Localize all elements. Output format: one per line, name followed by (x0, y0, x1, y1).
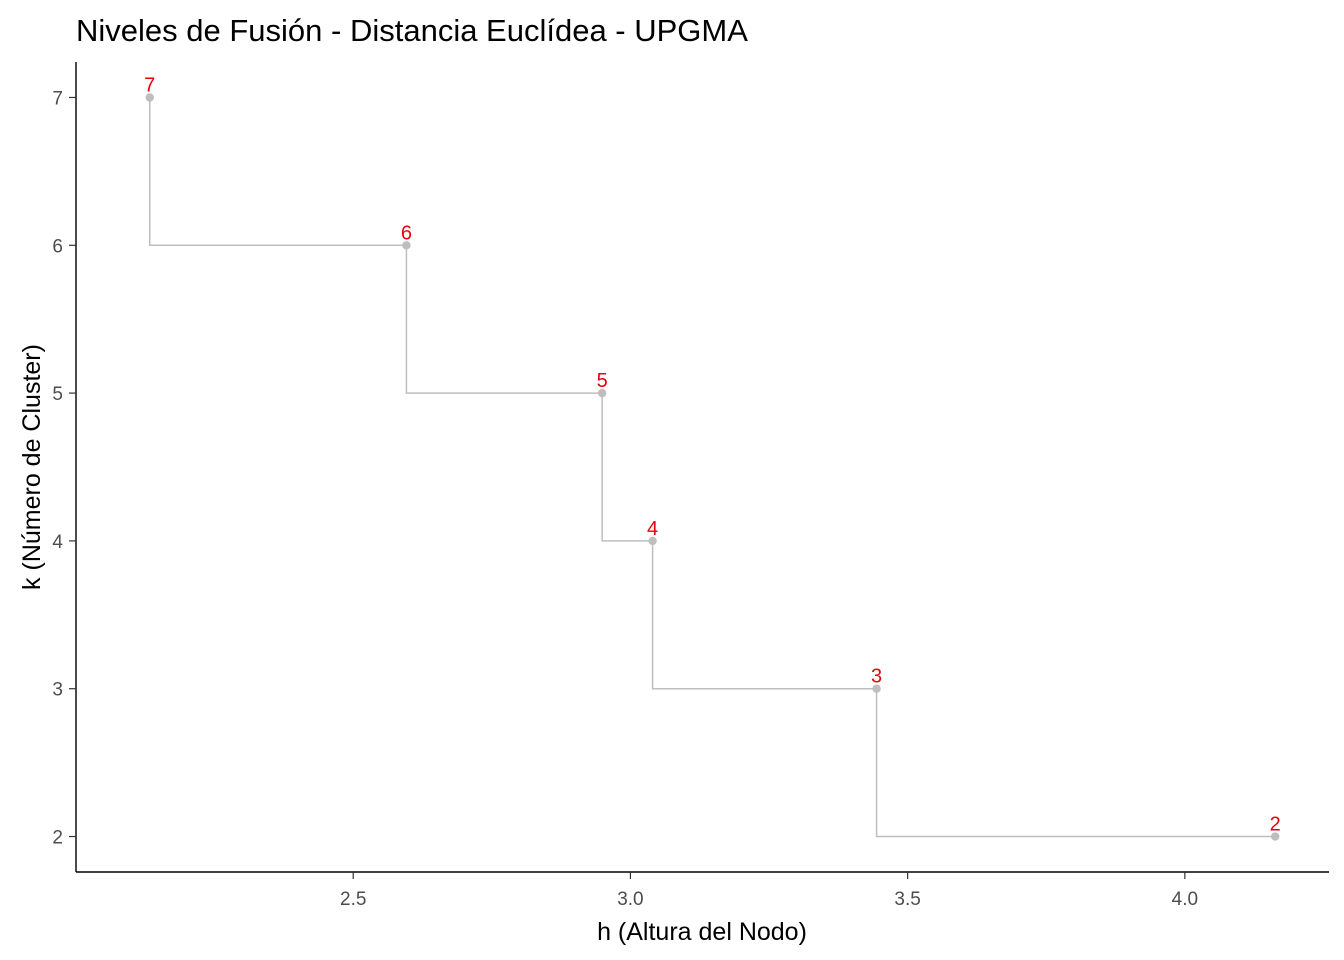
data-label: 4 (647, 518, 658, 540)
data-point (597, 388, 607, 398)
y-tick-label: 3 (52, 680, 63, 701)
x-tick-label: 4.0 (1172, 889, 1198, 910)
data-points (145, 93, 1280, 841)
data-label: 6 (401, 222, 412, 244)
y-ticks: 2 3 4 5 6 7 (52, 88, 76, 849)
data-label: 3 (871, 666, 882, 688)
data-label: 7 (144, 74, 155, 96)
data-label: 2 (1270, 814, 1281, 836)
x-axis-title: h (Altura del Nodo) (597, 918, 807, 946)
y-tick-label: 6 (52, 236, 63, 257)
x-ticks: 2.5 3.0 3.5 4.0 (340, 872, 1198, 910)
step-line (148, 97, 1276, 838)
data-point (145, 93, 154, 102)
y-axis-title: k (Número de Cluster) (18, 344, 46, 590)
x-tick-label: 3.5 (894, 889, 920, 910)
data-point (648, 536, 657, 546)
x-tick-label: 2.5 (340, 889, 366, 910)
data-label: 5 (597, 370, 608, 392)
data-labels: 7 6 5 4 3 2 (144, 74, 1281, 835)
chart-title: Niveles de Fusión - Distancia Euclídea -… (76, 13, 748, 48)
x-tick-label: 3.0 (617, 889, 643, 910)
axes: 2.5 3.0 3.5 4.0 2 3 4 5 6 7 (52, 62, 1329, 910)
y-tick-label: 7 (52, 88, 63, 109)
y-tick-label: 4 (52, 532, 63, 553)
data-point (872, 684, 881, 693)
data-point (402, 241, 411, 250)
data-point (1271, 832, 1280, 841)
plot-area: 7 6 5 4 3 2 (144, 74, 1281, 841)
series-line (148, 97, 1276, 838)
y-tick-label: 5 (52, 384, 63, 405)
y-tick-label: 2 (52, 828, 63, 849)
